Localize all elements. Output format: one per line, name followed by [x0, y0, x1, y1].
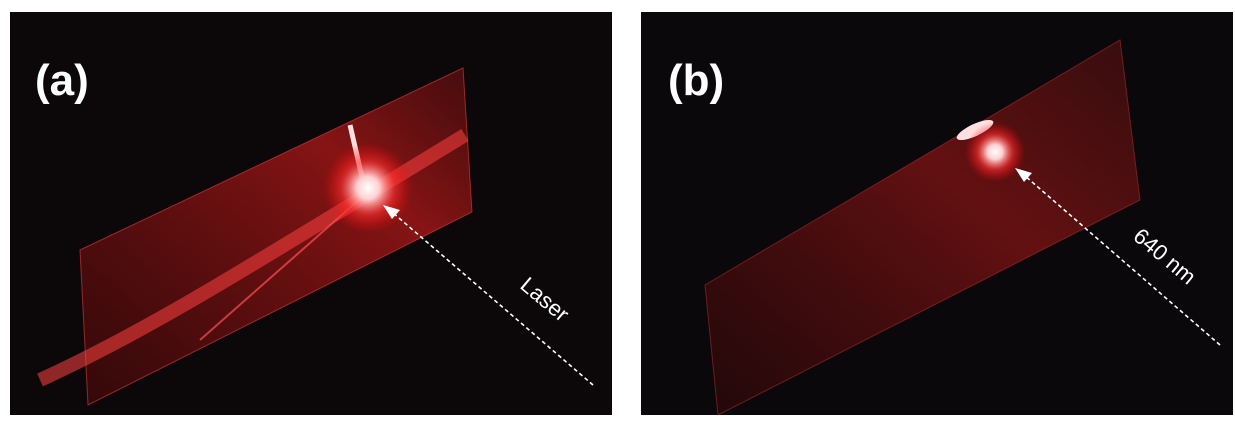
laser-spot [965, 122, 1025, 182]
page: (a) Laser (b) 640 nm (() => { const data… [0, 0, 1235, 417]
panel-label: (a) [35, 56, 89, 105]
panel-b: (b) 640 nm [641, 12, 1233, 415]
figure: (a) Laser (b) 640 nm [0, 0, 1235, 417]
panel-label: (b) [668, 56, 724, 105]
panel-a: (a) Laser [10, 12, 612, 415]
